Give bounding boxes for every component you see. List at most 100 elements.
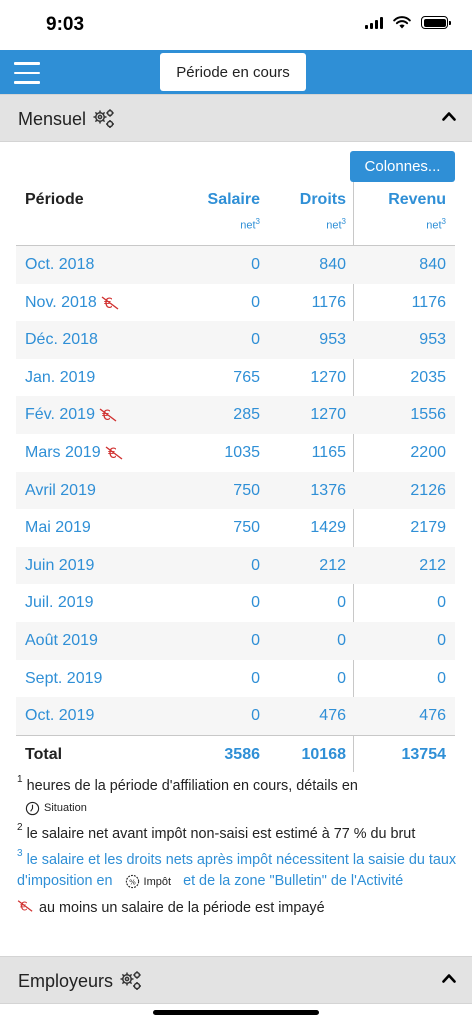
total-revenu: 13754 <box>401 745 447 763</box>
row-period[interactable]: Juil. 2019 <box>25 594 94 612</box>
table-row[interactable]: Oct. 2018 0 840 840 <box>16 246 455 284</box>
wifi-icon <box>393 16 411 29</box>
status-bar: 9:03 <box>0 0 472 50</box>
table-row[interactable]: Avril 2019 750 1376 2126 <box>16 471 455 510</box>
row-revenu: 476 <box>419 707 446 725</box>
mensuel-section-header[interactable]: Mensuel <box>0 94 472 142</box>
employeurs-title: Employeurs <box>18 970 114 991</box>
clock-icon <box>25 801 40 815</box>
row-period[interactable]: Fév. 2019 € <box>25 406 119 424</box>
header-revenu-sub: net3 <box>426 217 446 232</box>
columns-button[interactable]: Colonnes... <box>350 151 455 182</box>
row-period[interactable]: Juin 2019 <box>25 556 95 574</box>
table-row[interactable]: Mai 2019 750 1429 2179 <box>16 509 455 547</box>
row-droits: 476 <box>319 707 346 725</box>
status-icons <box>365 16 451 29</box>
row-period[interactable]: Août 2019 <box>25 631 98 649</box>
table-header: Période Salaire Droits Revenu net3 net3 … <box>16 182 455 246</box>
row-period[interactable]: Avril 2019 <box>25 481 96 499</box>
row-revenu: 2200 <box>410 443 446 461</box>
chevron-up-icon[interactable] <box>442 973 456 983</box>
unpaid-icon: € <box>17 899 33 913</box>
monthly-table: Période Salaire Droits Revenu net3 net3 … <box>16 182 455 773</box>
row-droits: 1176 <box>311 293 346 311</box>
row-period[interactable]: Sept. 2019 <box>25 669 103 687</box>
row-droits: 0 <box>337 669 346 687</box>
table-row[interactable]: Sept. 2019 0 0 0 <box>16 660 455 698</box>
header-salaire-sub: net3 <box>240 217 260 232</box>
section-title: Mensuel <box>18 108 116 130</box>
header-salaire[interactable]: Salaire <box>207 191 260 208</box>
svg-text:%: % <box>129 877 136 886</box>
unpaid-icon: € <box>101 296 119 311</box>
header-period: Période <box>25 191 84 208</box>
footnote-4: € au moins un salaire de la période est … <box>17 897 457 919</box>
situation-link[interactable]: Situation <box>25 797 457 819</box>
row-period[interactable]: Mai 2019 <box>25 519 91 537</box>
row-droits: 1376 <box>310 481 346 499</box>
impot-link[interactable]: % Impôt <box>125 871 171 893</box>
row-period[interactable]: Mars 2019 € <box>25 444 125 462</box>
row-period[interactable]: Jan. 2019 <box>25 368 96 386</box>
row-salaire: 0 <box>251 594 260 612</box>
total-row: Total 3586 10168 13754 <box>16 734 455 773</box>
chevron-up-icon[interactable] <box>442 111 456 121</box>
menu-icon[interactable] <box>14 62 40 84</box>
footnote-2: 2 le salaire net avant impôt non-saisi e… <box>17 821 416 842</box>
footnote-3: 3 le salaire et les droits nets après im… <box>17 845 457 893</box>
row-salaire: 0 <box>251 669 260 687</box>
row-period[interactable]: Oct. 2018 <box>25 256 95 273</box>
gears-icon[interactable] <box>92 108 116 130</box>
row-salaire: 0 <box>251 556 260 574</box>
table-row[interactable]: Août 2019 0 0 0 <box>16 621 455 660</box>
row-salaire: 0 <box>251 631 260 649</box>
table-row[interactable]: Déc. 2018 0 953 953 <box>16 321 455 359</box>
header-revenu[interactable]: Revenu <box>388 191 446 208</box>
row-salaire: 285 <box>233 406 260 424</box>
table-row[interactable]: Juil. 2019 0 0 0 <box>16 584 455 622</box>
row-revenu: 953 <box>419 331 446 349</box>
total-label: Total <box>25 745 63 763</box>
row-salaire: 750 <box>233 519 260 537</box>
header-droits[interactable]: Droits <box>299 191 346 208</box>
row-revenu: 0 <box>437 594 446 612</box>
row-droits: 0 <box>337 631 346 649</box>
table-row[interactable]: Jan. 2019 765 1270 2035 <box>16 359 455 397</box>
footnotes: 1 heures de la période d'affiliation en … <box>17 771 457 919</box>
status-time: 9:03 <box>46 14 85 35</box>
row-period[interactable]: Nov. 2018 € <box>25 294 121 312</box>
row-period[interactable]: Oct. 2019 <box>25 707 95 725</box>
row-droits: 1270 <box>310 368 346 386</box>
row-revenu: 2179 <box>410 519 446 537</box>
row-revenu: 2035 <box>410 368 446 386</box>
home-indicator <box>153 1010 319 1015</box>
cellular-signal-icon <box>365 16 383 29</box>
nav-bar: Période en cours <box>0 50 472 94</box>
row-salaire: 765 <box>233 368 260 386</box>
row-revenu: 2126 <box>410 481 446 499</box>
svg-text:€: € <box>108 446 117 461</box>
table-row[interactable]: Juin 2019 0 212 212 <box>16 546 455 585</box>
row-salaire: 1035 <box>224 443 260 461</box>
table-row[interactable]: Oct. 2019 0 476 476 <box>16 697 455 735</box>
row-droits: 1429 <box>310 519 346 537</box>
row-salaire: 0 <box>251 707 260 725</box>
row-droits: 840 <box>319 256 346 273</box>
total-droits: 10168 <box>301 745 347 763</box>
current-period-button[interactable]: Période en cours <box>160 53 306 91</box>
row-period[interactable]: Déc. 2018 <box>25 331 98 349</box>
row-salaire: 0 <box>251 293 260 311</box>
gears-icon[interactable] <box>119 970 143 992</box>
table-row[interactable]: Nov. 2018 € 0 1176 1176 <box>16 284 455 322</box>
row-droits: 953 <box>319 331 346 349</box>
section-title: Employeurs <box>18 970 143 992</box>
header-droits-sub: net3 <box>326 217 346 232</box>
row-revenu: 212 <box>419 556 446 574</box>
svg-text:€: € <box>102 408 111 423</box>
employeurs-section-header[interactable]: Employeurs <box>0 956 472 1004</box>
table-row[interactable]: Fév. 2019 € 285 1270 1556 <box>16 396 455 434</box>
unpaid-icon: € <box>99 408 117 423</box>
row-droits: 1270 <box>310 406 346 424</box>
row-revenu: 0 <box>437 631 446 649</box>
table-row[interactable]: Mars 2019 € 1035 1165 2200 <box>16 434 455 472</box>
